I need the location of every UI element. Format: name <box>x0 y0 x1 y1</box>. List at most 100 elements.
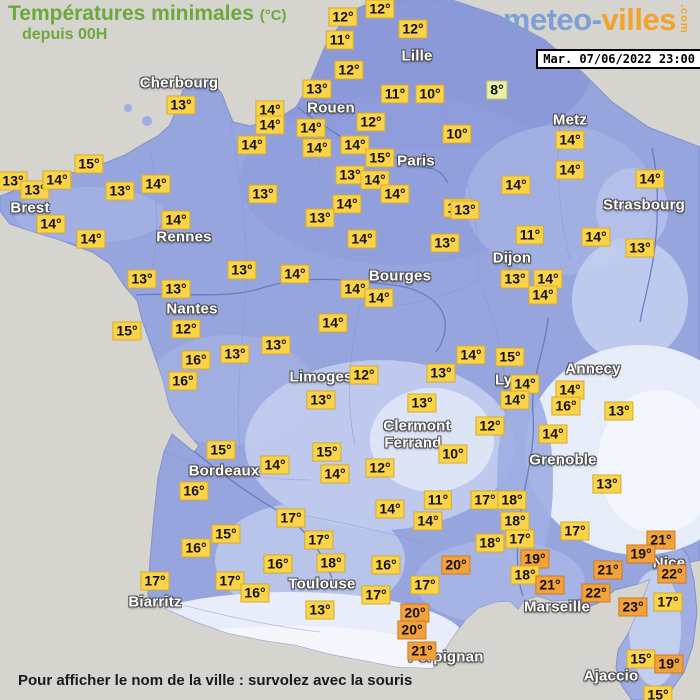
temperature-label[interactable]: 14° <box>332 194 362 214</box>
temperature-label[interactable]: 15° <box>312 442 342 462</box>
temperature-label[interactable]: 16° <box>551 396 581 416</box>
temperature-label[interactable]: 19° <box>654 654 684 674</box>
temperature-label[interactable]: 14° <box>581 227 611 247</box>
temperature-label[interactable]: 13° <box>604 401 634 421</box>
temperature-label[interactable]: 14° <box>141 174 171 194</box>
temperature-label[interactable]: 13° <box>625 238 655 258</box>
temperature-label[interactable]: 14° <box>340 135 370 155</box>
temperature-label[interactable]: 16° <box>240 583 270 603</box>
temperature-label[interactable]: 14° <box>161 210 191 230</box>
temperature-label[interactable]: 14° <box>347 229 377 249</box>
temperature-label[interactable]: 21° <box>535 575 565 595</box>
temperature-label[interactable]: 17° <box>276 508 306 528</box>
temperature-label[interactable]: 12° <box>328 7 358 27</box>
temperature-label[interactable]: 16° <box>181 350 211 370</box>
temperature-label[interactable]: 16° <box>168 371 198 391</box>
temperature-label[interactable]: 14° <box>76 229 106 249</box>
temperature-label[interactable]: 13° <box>248 184 278 204</box>
temperature-label[interactable]: 12° <box>398 19 428 39</box>
temperature-label[interactable]: 13° <box>127 269 157 289</box>
temperature-label[interactable]: 14° <box>555 130 585 150</box>
temperature-label[interactable]: 10° <box>438 444 468 464</box>
temperature-label[interactable]: 17° <box>215 571 245 591</box>
temperature-label[interactable]: 12° <box>171 319 201 339</box>
temperature-label[interactable]: 14° <box>500 390 530 410</box>
temperature-label[interactable]: 14° <box>501 175 531 195</box>
temperature-label[interactable]: 22° <box>581 583 611 603</box>
temperature-label[interactable]: 16° <box>179 481 209 501</box>
temperature-label[interactable]: 14° <box>302 138 332 158</box>
temperature-label[interactable]: 15° <box>211 524 241 544</box>
temperature-label[interactable]: 13° <box>500 269 530 289</box>
site-logo[interactable]: meteo-villes .com <box>503 2 690 38</box>
temperature-label[interactable]: 21° <box>407 641 437 661</box>
temperature-label[interactable]: 14° <box>260 455 290 475</box>
temperature-label[interactable]: 20° <box>397 620 427 640</box>
temperature-label[interactable]: 18° <box>500 511 530 531</box>
temperature-label[interactable]: 15° <box>643 685 673 700</box>
temperature-label[interactable]: 14° <box>510 374 540 394</box>
temperature-label[interactable]: 13° <box>161 279 191 299</box>
temperature-label[interactable]: 14° <box>280 264 310 284</box>
temperature-label[interactable]: 15° <box>626 649 656 669</box>
temperature-label[interactable]: 16° <box>263 554 293 574</box>
temperature-label[interactable]: 13° <box>220 344 250 364</box>
temperature-label[interactable]: 14° <box>340 279 370 299</box>
temperature-label[interactable]: 22° <box>657 564 687 584</box>
temperature-label[interactable]: 14° <box>42 170 72 190</box>
temperature-label[interactable]: 11° <box>380 84 410 104</box>
temperature-label[interactable]: 15° <box>365 148 395 168</box>
temperature-label[interactable]: 14° <box>318 313 348 333</box>
temperature-label[interactable]: 13° <box>592 474 622 494</box>
temperature-label[interactable]: 14° <box>533 269 563 289</box>
temperature-label[interactable]: 16° <box>371 555 401 575</box>
temperature-label[interactable]: 14° <box>320 464 350 484</box>
temperature-label[interactable]: 17° <box>470 490 500 510</box>
temperature-label[interactable]: 13° <box>306 390 336 410</box>
temperature-label[interactable]: 23° <box>618 597 648 617</box>
temperature-label[interactable]: 11° <box>325 30 355 50</box>
temperature-label[interactable]: 19° <box>626 544 656 564</box>
temperature-label[interactable]: 18° <box>510 565 540 585</box>
temperature-label[interactable]: 17° <box>505 529 535 549</box>
temperature-label[interactable]: 17° <box>410 575 440 595</box>
temperature-label[interactable]: 14° <box>237 135 267 155</box>
temperature-label[interactable]: 14° <box>364 288 394 308</box>
temperature-label[interactable]: 15° <box>74 154 104 174</box>
temperature-label[interactable]: 14° <box>36 214 66 234</box>
temperature-label[interactable]: 10° <box>415 84 445 104</box>
temperature-label[interactable]: 16° <box>181 538 211 558</box>
temperature-label[interactable]: 13° <box>305 600 335 620</box>
temperature-label[interactable]: 20° <box>441 555 471 575</box>
temperature-label[interactable]: 17° <box>653 592 683 612</box>
temperature-label[interactable]: 14° <box>555 160 585 180</box>
temperature-label[interactable]: 12° <box>475 416 505 436</box>
temperature-label[interactable]: 15° <box>112 321 142 341</box>
temperature-label[interactable]: 12° <box>349 365 379 385</box>
temperature-label[interactable]: 14° <box>456 345 486 365</box>
temperature-label[interactable]: 17° <box>560 521 590 541</box>
temperature-label[interactable]: 14° <box>555 380 585 400</box>
temperature-label[interactable]: 13° <box>166 95 196 115</box>
temperature-label[interactable]: 20° <box>400 603 430 623</box>
temperature-label[interactable]: 14° <box>635 169 665 189</box>
temperature-label[interactable]: 14° <box>538 424 568 444</box>
temperature-label[interactable]: 13° <box>227 260 257 280</box>
temperature-label[interactable]: 13° <box>426 363 456 383</box>
temperature-label[interactable]: 18° <box>316 553 346 573</box>
temperature-label[interactable]: 13° <box>20 180 50 200</box>
temperature-label[interactable]: 10° <box>442 124 472 144</box>
temperature-label[interactable]: 21° <box>593 560 623 580</box>
temperature-label[interactable]: 14° <box>255 115 285 135</box>
temperature-label[interactable]: 14° <box>380 184 410 204</box>
temperature-label[interactable]: 13° <box>105 181 135 201</box>
temperature-label[interactable]: 17° <box>304 530 334 550</box>
temperature-label[interactable]: 14° <box>413 511 443 531</box>
temperature-label[interactable]: 13° <box>430 233 460 253</box>
temperature-label[interactable]: 13° <box>261 335 291 355</box>
temperature-label[interactable]: 12° <box>365 458 395 478</box>
temperature-label[interactable]: 13° <box>302 79 332 99</box>
temperature-label[interactable]: 13° <box>407 393 437 413</box>
temperature-label[interactable]: 13° <box>450 200 480 220</box>
temperature-label[interactable]: 12° <box>356 112 386 132</box>
